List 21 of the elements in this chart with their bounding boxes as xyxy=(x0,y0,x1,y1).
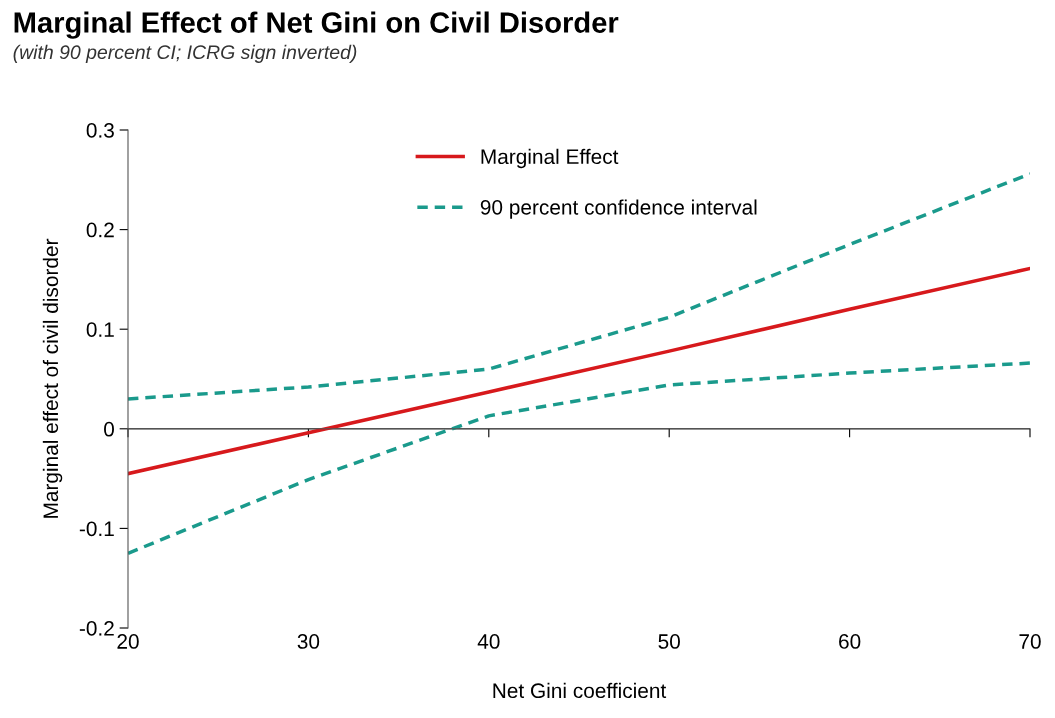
chart-subtitle: (with 90 percent CI; ICRG sign inverted) xyxy=(13,44,357,63)
x-tick-label: 30 xyxy=(297,634,320,649)
x-tick-label: 40 xyxy=(477,634,500,649)
x-tick-label: 50 xyxy=(658,634,680,649)
legend-label: Marginal Effect xyxy=(481,148,619,169)
y-axis-title: Marginal effect of civil disorder xyxy=(42,238,63,518)
line-series xyxy=(128,266,1030,476)
x-tick-label: 20 xyxy=(117,634,139,649)
x-tick-label: 60 xyxy=(839,634,861,649)
chart-title: Marginal Effect of Net Gini on Civil Disorder xyxy=(14,11,619,39)
x-tick-label: 70 xyxy=(1019,634,1041,649)
y-tick-label: -0.2 xyxy=(79,621,114,636)
line-series xyxy=(128,172,1030,401)
x-axis-title: Net Gini coefficient xyxy=(493,682,667,699)
y-tick-label: 0.3 xyxy=(86,123,114,138)
legend-label: 90 percent confidence interval xyxy=(480,199,757,219)
line-series xyxy=(128,361,1030,556)
y-tick-label: 0.1 xyxy=(86,322,114,337)
y-tick-label: 0.2 xyxy=(86,222,114,238)
y-tick-label: -0.1 xyxy=(79,521,114,537)
y-tick-label: 0 xyxy=(104,421,114,437)
